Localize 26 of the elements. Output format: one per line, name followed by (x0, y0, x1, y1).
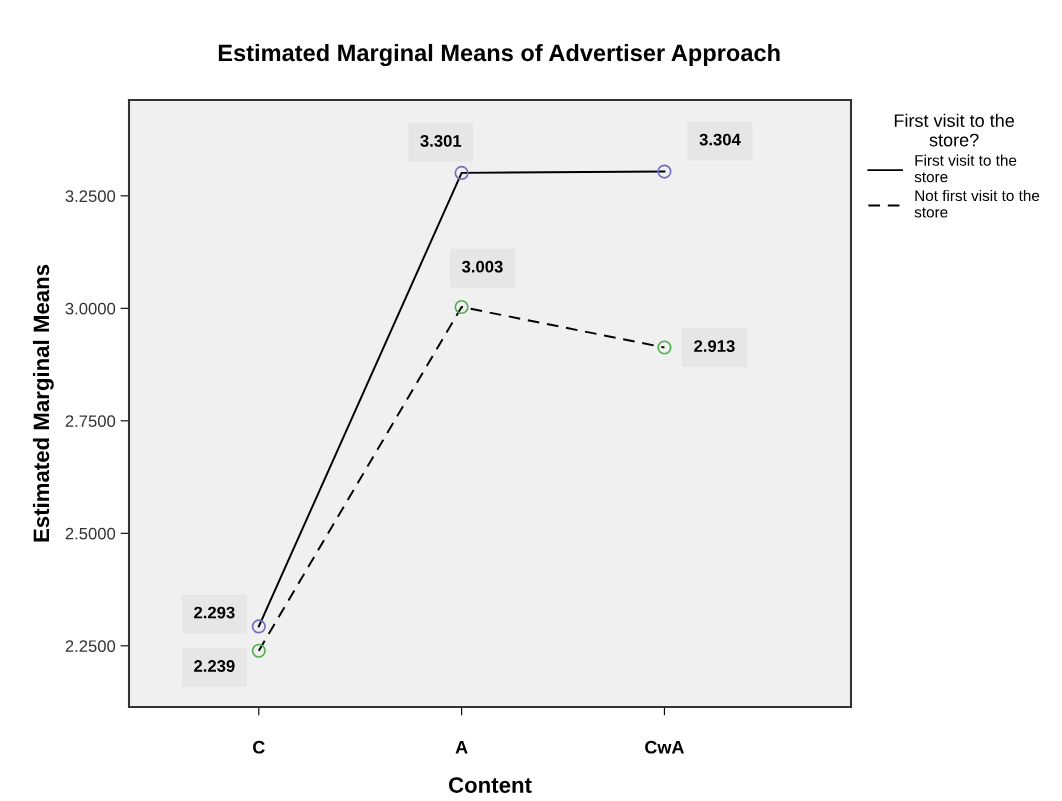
y-tick-label: 2.5000 (65, 527, 116, 540)
legend-label: Not first visit to the store (914, 189, 1040, 218)
data-label: 2.913 (694, 340, 735, 352)
point (251, 619, 266, 634)
legend-label: First visit to the store (914, 154, 1017, 183)
data-label: 2.239 (194, 660, 235, 672)
y-tick-label: 2.7500 (65, 415, 116, 428)
y-tick-label: 3.0000 (65, 302, 116, 315)
y-tick-label: 2.2500 (65, 640, 116, 653)
point (251, 643, 266, 658)
data-label: 2.293 (194, 606, 235, 619)
x-tick-label: A (455, 741, 468, 754)
data-label: 3.301 (420, 135, 462, 147)
data-label: 3.304 (699, 133, 741, 146)
y-axis-title: Estimated Marginal Means (32, 264, 54, 542)
point (454, 299, 469, 315)
chart-title: Estimated Marginal Means of Advertiser Approach (218, 43, 780, 67)
x-axis-title: Content (448, 777, 532, 793)
legend-title: First visit to the store? (894, 113, 1014, 147)
y-tick-label: 3.2500 (65, 190, 116, 203)
point (454, 165, 469, 180)
data-label: 3.003 (461, 260, 503, 273)
x-tick-label: C (253, 740, 265, 754)
point (657, 340, 672, 355)
point (657, 164, 672, 179)
x-tick-label: CwA (645, 740, 684, 754)
